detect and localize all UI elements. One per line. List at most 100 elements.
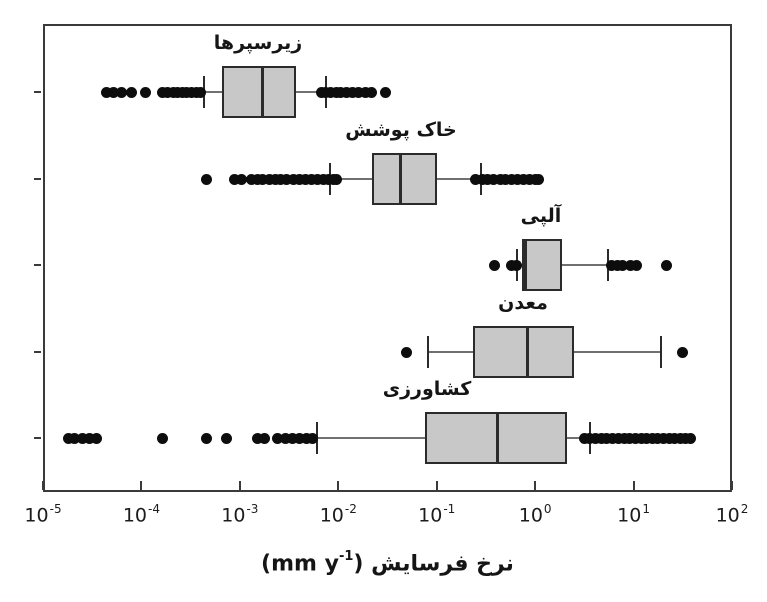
outlier-dot [584, 432, 596, 444]
whisker-cap-high [660, 336, 662, 368]
outlier-dot [379, 86, 391, 98]
outlier-dot [293, 173, 305, 185]
x-axis-tick [534, 481, 537, 490]
outlier-dot [195, 86, 207, 98]
outlier-dot [293, 432, 305, 444]
outlier-dot [245, 173, 257, 185]
outlier-dot [511, 259, 523, 271]
outlier-dot [100, 86, 112, 98]
outlier-dot [300, 432, 312, 444]
outlier-dot [157, 432, 169, 444]
whisker-line-left [317, 437, 425, 439]
outlier-dot [661, 259, 673, 271]
outlier-dot [69, 432, 81, 444]
box [473, 326, 575, 378]
outlier-dot [317, 173, 329, 185]
outlier-dot [612, 432, 624, 444]
whisker-line-left [329, 178, 372, 180]
outlier-dot [275, 173, 287, 185]
outlier-dot [523, 173, 535, 185]
x-tick-base: 10 [518, 504, 543, 527]
outlier-dot [366, 86, 378, 98]
y-axis-tick [34, 178, 41, 180]
outlier-dot [307, 432, 319, 444]
outlier-dot [352, 86, 364, 98]
category-label: زیرسپرها [213, 32, 303, 54]
x-tick-label: 10-3 [221, 502, 258, 527]
outlier-dot [201, 432, 213, 444]
outlier-dot [263, 173, 275, 185]
outlier-dot [331, 173, 343, 185]
x-tick-exponent: -4 [148, 502, 160, 516]
outlier-dot [286, 432, 298, 444]
outlier-dot [76, 432, 88, 444]
x-axis-tick [337, 481, 340, 490]
outlier-dot [641, 432, 653, 444]
category-label: خاک پوشش [345, 119, 457, 141]
whisker-line-left [203, 91, 223, 93]
outlier-dot [324, 86, 336, 98]
x-axis-title: (mm y-1) نرخ فرسایش [43, 549, 732, 577]
outlier-dot [605, 259, 617, 271]
outlier-dot [611, 259, 623, 271]
outlier-dot [517, 173, 529, 185]
outlier-dot [489, 259, 501, 271]
outlier-dot [116, 86, 128, 98]
outlier-dot [287, 173, 299, 185]
x-axis-unit-close: ) [353, 551, 364, 577]
median-line [524, 239, 528, 291]
y-axis-tick [34, 437, 41, 439]
outlier-dot [236, 173, 248, 185]
outlier-dot [84, 432, 96, 444]
outlier-dot [251, 432, 263, 444]
outlier-dot [629, 432, 641, 444]
x-tick-exponent: -5 [49, 502, 62, 516]
x-tick-base: 10 [24, 504, 49, 527]
outlier-dot [299, 173, 311, 185]
y-axis-tick [34, 351, 41, 353]
outlier-dot [624, 432, 636, 444]
x-axis-tick [42, 481, 44, 490]
whisker-line-left [428, 351, 474, 353]
median-line [495, 412, 499, 464]
outlier-dot [340, 86, 352, 98]
x-axis-tick [435, 481, 438, 490]
category-label: آلپی [520, 205, 562, 227]
outlier-dot [470, 173, 482, 185]
x-axis-tick [140, 481, 143, 490]
outlier-dot [360, 86, 372, 98]
outlier-dot [347, 86, 359, 98]
y-axis-tick [34, 264, 41, 266]
outlier-dot [229, 173, 241, 185]
x-axis-unit-open: (mm y [261, 551, 339, 577]
whisker-line-right [566, 437, 590, 439]
outlier-dot [685, 432, 697, 444]
x-tick-base: 10 [319, 504, 344, 527]
x-axis-tick [238, 481, 241, 490]
category-label: معدن [498, 292, 548, 314]
x-tick-label: 101 [617, 502, 650, 526]
outlier-dot [488, 173, 500, 185]
outlier-dot [221, 432, 233, 444]
x-tick-exponent: 2 [740, 502, 749, 516]
x-tick-base: 10 [418, 504, 443, 527]
plot-area [43, 24, 732, 492]
box [222, 66, 296, 118]
outlier-dot [668, 432, 680, 444]
median-line [525, 326, 529, 378]
x-axis-unit-exponent: -1 [338, 549, 354, 564]
x-axis-tick [632, 481, 635, 490]
x-tick-base: 10 [221, 504, 246, 527]
outlier-dot [617, 259, 629, 271]
x-tick-exponent: 0 [543, 502, 552, 516]
outlier-dot [646, 432, 658, 444]
category-label: کشاورزی [382, 378, 472, 400]
outlier-dot [532, 173, 544, 185]
median-line [399, 153, 403, 205]
outlier-dot [400, 346, 412, 358]
x-tick-exponent: 1 [642, 502, 650, 516]
outlier-dot [279, 432, 291, 444]
x-tick-base: 10 [715, 504, 740, 527]
x-axis-title-text: نرخ فرسایش [371, 551, 514, 577]
